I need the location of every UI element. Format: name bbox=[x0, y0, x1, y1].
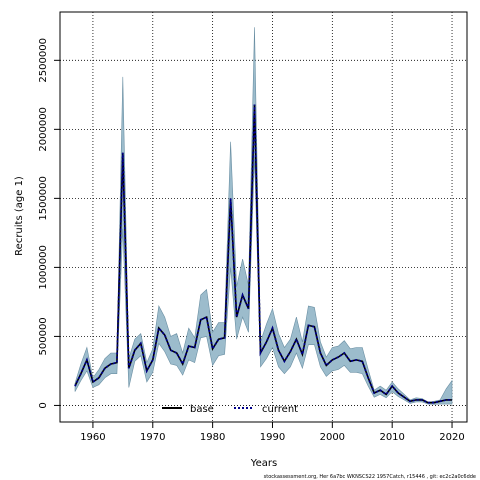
point-current-1975 bbox=[182, 363, 183, 364]
point-current-1970 bbox=[152, 359, 153, 360]
point-current-1960 bbox=[92, 381, 93, 382]
point-current-2018 bbox=[439, 401, 440, 402]
y-tick-label-1: 500000 bbox=[38, 317, 49, 355]
point-current-1980 bbox=[212, 348, 213, 349]
x-axis: 1960 1970 1980 1990 2000 2010 2020 bbox=[80, 422, 465, 443]
point-current-1966 bbox=[128, 368, 129, 369]
point-current-1983 bbox=[230, 198, 231, 199]
point-current-1986 bbox=[248, 308, 249, 309]
grid bbox=[60, 12, 467, 422]
point-current-2019 bbox=[445, 399, 446, 400]
confidence-band bbox=[74, 27, 453, 405]
point-current-2015 bbox=[422, 399, 423, 400]
point-current-1981 bbox=[218, 339, 219, 340]
point-current-1968 bbox=[140, 343, 141, 344]
point-current-2008 bbox=[380, 390, 381, 391]
point-current-2014 bbox=[416, 399, 417, 400]
y-tick-label-3: 1500000 bbox=[38, 176, 49, 221]
point-current-2020 bbox=[451, 399, 452, 400]
plot-frame bbox=[59, 11, 468, 423]
point-current-1979 bbox=[206, 316, 207, 317]
x-tick-label-0: 1960 bbox=[80, 432, 105, 443]
point-current-1962 bbox=[104, 368, 105, 369]
point-current-1976 bbox=[188, 345, 189, 346]
point-current-1972 bbox=[164, 334, 165, 335]
point-current-1997 bbox=[314, 326, 315, 327]
y-tick-label-5: 2500000 bbox=[38, 38, 49, 83]
point-current-2016 bbox=[427, 402, 428, 403]
legend: base current bbox=[162, 404, 298, 415]
point-current-2011 bbox=[398, 392, 399, 393]
point-current-1967 bbox=[134, 350, 135, 351]
point-current-2007 bbox=[374, 392, 375, 393]
point-current-1971 bbox=[158, 328, 159, 329]
point-current-1969 bbox=[146, 370, 147, 371]
point-current-1978 bbox=[200, 319, 201, 320]
point-current-1987 bbox=[254, 104, 255, 105]
point-current-1992 bbox=[284, 361, 285, 362]
footer-text: stockassessment.org, Her 6a7bc WKNSCS22 … bbox=[264, 474, 476, 480]
series-line-current bbox=[74, 104, 452, 404]
legend-current-label: current bbox=[262, 404, 298, 415]
point-current-1965 bbox=[122, 152, 123, 153]
point-current-1990 bbox=[272, 328, 273, 329]
point-current-1988 bbox=[260, 352, 261, 353]
point-current-1959 bbox=[86, 359, 87, 360]
legend-base-label: base bbox=[190, 404, 214, 415]
point-current-1964 bbox=[116, 362, 117, 363]
point-current-2005 bbox=[362, 361, 363, 362]
point-current-2003 bbox=[350, 361, 351, 362]
point-current-1993 bbox=[290, 351, 291, 352]
point-current-2013 bbox=[410, 401, 411, 402]
y-tick-label-0: 0 bbox=[38, 402, 49, 408]
point-current-1957 bbox=[74, 386, 75, 387]
point-current-1973 bbox=[170, 350, 171, 351]
point-current-1995 bbox=[302, 354, 303, 355]
point-current-1984 bbox=[236, 316, 237, 317]
point-current-2017 bbox=[433, 402, 434, 403]
point-current-1996 bbox=[308, 325, 309, 326]
point-current-2012 bbox=[404, 397, 405, 398]
point-current-1998 bbox=[320, 352, 321, 353]
point-current-2006 bbox=[368, 377, 369, 378]
point-current-1991 bbox=[278, 350, 279, 351]
point-current-1989 bbox=[266, 341, 267, 342]
point-current-2004 bbox=[356, 359, 357, 360]
point-current-2000 bbox=[332, 359, 333, 360]
point-current-1963 bbox=[110, 363, 111, 364]
point-current-1961 bbox=[98, 377, 99, 378]
point-current-2009 bbox=[386, 394, 387, 395]
y-axis: 0 500000 1000000 1500000 2000000 2500000 bbox=[38, 38, 60, 409]
x-tick-label-3: 1990 bbox=[260, 432, 285, 443]
point-current-1982 bbox=[224, 337, 225, 338]
point-current-1977 bbox=[194, 347, 195, 348]
series-lines bbox=[74, 104, 452, 404]
point-current-1999 bbox=[326, 365, 327, 366]
x-tick-label-6: 2020 bbox=[439, 432, 464, 443]
y-tick-label-2: 1000000 bbox=[38, 245, 49, 290]
x-tick-label-2: 1980 bbox=[200, 432, 225, 443]
point-current-1994 bbox=[296, 339, 297, 340]
x-tick-label-5: 2010 bbox=[379, 432, 404, 443]
x-tick-label-4: 2000 bbox=[320, 432, 345, 443]
confidence-band-area bbox=[74, 27, 453, 405]
point-current-1958 bbox=[80, 373, 81, 374]
point-current-1974 bbox=[176, 352, 177, 353]
y-tick-label-4: 2000000 bbox=[38, 107, 49, 152]
point-current-2001 bbox=[338, 357, 339, 358]
point-current-1985 bbox=[242, 294, 243, 295]
y-axis-title: Recruits (age 1) bbox=[14, 176, 25, 256]
point-current-2002 bbox=[344, 352, 345, 353]
x-tick-label-1: 1970 bbox=[140, 432, 165, 443]
x-axis-title: Years bbox=[250, 458, 277, 469]
point-current-2010 bbox=[392, 386, 393, 387]
